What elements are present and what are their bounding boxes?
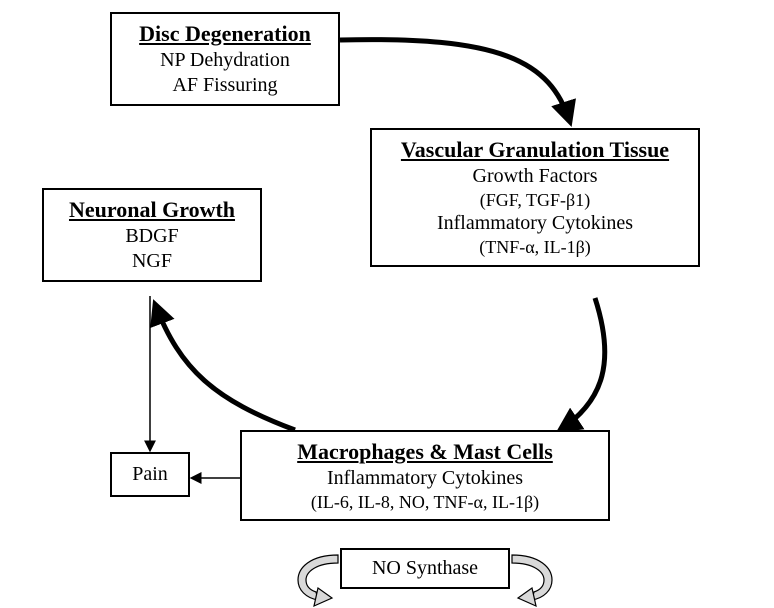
node-line: (TNF-α, IL-1β)	[382, 236, 688, 259]
node-line: Inflammatory Cytokines	[252, 466, 598, 491]
node-macrophages-mast-cells: Macrophages & Mast Cells Inflammatory Cy…	[240, 430, 610, 521]
node-vascular-granulation-tissue: Vascular Granulation Tissue Growth Facto…	[370, 128, 700, 267]
node-pain: Pain	[110, 452, 190, 497]
cycle-right-arrow	[512, 555, 552, 606]
node-disc-degeneration: Disc Degeneration NP Dehydration AF Fiss…	[110, 12, 340, 106]
node-title: Macrophages & Mast Cells	[252, 438, 598, 466]
diagram-canvas: Disc Degeneration NP Dehydration AF Fiss…	[0, 0, 774, 608]
node-line: Growth Factors	[382, 164, 688, 189]
node-no-synthase: NO Synthase	[340, 548, 510, 589]
node-neuronal-growth: Neuronal Growth BDGF NGF	[42, 188, 262, 282]
node-line: Pain	[116, 462, 184, 487]
node-line: NO Synthase	[346, 556, 504, 581]
node-line: (IL-6, IL-8, NO, TNF-α, IL-1β)	[252, 491, 598, 514]
node-line: Inflammatory Cytokines	[382, 211, 688, 236]
node-line: (FGF, TGF-β1)	[382, 189, 688, 212]
edge-vgt-to-mmc	[560, 298, 605, 430]
node-line: BDGF	[54, 224, 250, 249]
node-title: Vascular Granulation Tissue	[382, 136, 688, 164]
edge-disc-to-vgt	[340, 40, 570, 122]
node-line: NGF	[54, 249, 250, 274]
node-title: Disc Degeneration	[122, 20, 328, 48]
cycle-left-arrow	[298, 555, 338, 606]
edge-mmc-to-neu	[155, 304, 295, 430]
node-title: Neuronal Growth	[54, 196, 250, 224]
node-line: NP Dehydration	[122, 48, 328, 73]
node-line: AF Fissuring	[122, 73, 328, 98]
